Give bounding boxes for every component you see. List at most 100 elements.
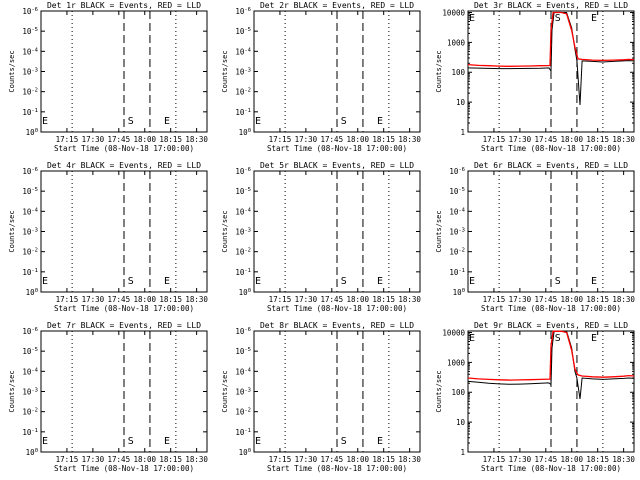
marker-label-e: E: [377, 116, 383, 127]
x-tick-label: 17:30: [295, 455, 318, 464]
marker-label-s: S: [341, 276, 347, 287]
x-tick-label: 17:15: [483, 455, 506, 464]
y-tick-label: 10-3: [22, 68, 38, 77]
x-axis-label: Start Time (08-Nov-18 17:00:00): [54, 304, 194, 313]
panel-8: Det 8r BLACK = Events, RED = LLD 100 10-1 1…: [221, 321, 421, 473]
marker-label-s: S: [341, 436, 347, 447]
y-tick-label: 10-5: [22, 347, 38, 356]
marker-label-e: E: [164, 116, 170, 127]
marker-label-s: S: [341, 116, 347, 127]
x-tick-label: 17:15: [56, 455, 79, 464]
y-tick-label: 10-3: [449, 228, 465, 237]
y-tick-label: 1000: [447, 358, 466, 367]
panel-title: Det 8r BLACK = Events, RED = LLD: [260, 321, 414, 330]
x-axis-label: Start Time (08-Nov-18 17:00:00): [481, 304, 621, 313]
y-tick-label: 1: [460, 448, 465, 457]
marker-label-e: E: [42, 436, 48, 447]
y-tick-label: 10-5: [449, 187, 465, 196]
x-tick-label: 17:45: [321, 135, 344, 144]
panel-4: Det 4r BLACK = Events, RED = LLD 100 10-1 1…: [8, 161, 208, 313]
y-tick-label: 10: [456, 98, 466, 107]
y-tick-label: 100: [26, 128, 38, 137]
x-tick-label: 18:00: [560, 455, 583, 464]
y-axis-label: Counts/sec: [435, 50, 443, 92]
x-tick-label: 17:15: [483, 295, 506, 304]
x-tick-label: 17:45: [535, 295, 558, 304]
y-tick-label: 10-6: [22, 167, 38, 176]
x-tick-label: 18:30: [612, 135, 635, 144]
x-tick-label: 17:45: [321, 455, 344, 464]
y-tick-label: 10-6: [235, 7, 251, 16]
y-tick-label: 10-2: [22, 88, 38, 97]
y-axis-label: Counts/sec: [8, 210, 16, 252]
marker-label-e: E: [255, 436, 261, 447]
marker-label-e: E: [255, 276, 261, 287]
y-tick-label: 10-6: [235, 167, 251, 176]
y-tick-label: 10-6: [22, 7, 38, 16]
y-tick-label: 10-4: [235, 47, 251, 56]
x-tick-label: 18:00: [560, 135, 583, 144]
marker-label-s: S: [128, 436, 134, 447]
x-tick-label: 18:15: [586, 295, 609, 304]
y-tick-label: 10-5: [22, 187, 38, 196]
y-tick-label: 10-4: [22, 367, 38, 376]
marker-label-s: S: [555, 333, 561, 344]
y-tick-label: 10-4: [235, 367, 251, 376]
marker-label-e: E: [591, 333, 597, 344]
x-tick-label: 18:00: [560, 295, 583, 304]
x-tick-label: 18:30: [185, 455, 208, 464]
y-tick-label: 10-5: [235, 187, 251, 196]
marker-label-e: E: [42, 116, 48, 127]
x-tick-label: 18:15: [372, 135, 395, 144]
panel-title: Det 6r BLACK = Events, RED = LLD: [474, 161, 628, 170]
y-tick-label: 10-3: [235, 388, 251, 397]
y-tick-label: 100: [239, 128, 251, 137]
x-tick-label: 18:30: [612, 295, 635, 304]
x-tick-label: 17:15: [269, 455, 292, 464]
x-axis-label: Start Time (08-Nov-18 17:00:00): [267, 144, 407, 153]
marker-label-e: E: [469, 333, 475, 344]
marker-label-e: E: [42, 276, 48, 287]
y-tick-label: 10-3: [235, 68, 251, 77]
x-tick-label: 17:45: [108, 135, 131, 144]
x-tick-label: 17:30: [82, 295, 105, 304]
y-tick-label: 10-4: [22, 47, 38, 56]
y-tick-label: 10-2: [449, 248, 465, 257]
y-tick-label: 10-1: [235, 268, 251, 277]
y-tick-label: 100: [239, 448, 251, 457]
y-tick-label: 10-2: [235, 88, 251, 97]
y-tick-label: 100: [26, 448, 38, 457]
y-axis-label: Counts/sec: [221, 370, 229, 412]
marker-label-s: S: [128, 116, 134, 127]
marker-label-e: E: [377, 276, 383, 287]
y-tick-label: 100: [26, 288, 38, 297]
panel-5: Det 5r BLACK = Events, RED = LLD 100 10-1 1…: [221, 161, 421, 313]
panel-title: Det 4r BLACK = Events, RED = LLD: [47, 161, 201, 170]
x-tick-label: 17:30: [82, 455, 105, 464]
panel-6: Det 6r BLACK = Events, RED = LLD 100 10-1 1…: [435, 161, 635, 313]
y-axis-label: Counts/sec: [8, 50, 16, 92]
x-tick-label: 17:45: [535, 135, 558, 144]
marker-label-e: E: [255, 116, 261, 127]
y-tick-label: 10-2: [22, 408, 38, 417]
x-tick-label: 17:30: [82, 135, 105, 144]
marker-label-e: E: [377, 436, 383, 447]
x-tick-label: 17:15: [483, 135, 506, 144]
panel-2: Det 2r BLACK = Events, RED = LLD 100 10-1 1…: [221, 1, 421, 153]
x-tick-label: 18:30: [398, 295, 421, 304]
y-tick-label: 10-1: [22, 108, 38, 117]
y-axis-label: Counts/sec: [221, 50, 229, 92]
x-tick-label: 18:15: [159, 455, 182, 464]
marker-label-e: E: [164, 436, 170, 447]
x-tick-label: 17:30: [509, 135, 532, 144]
x-tick-label: 17:15: [269, 135, 292, 144]
panel-3: Det 3r BLACK = Events, RED = LLD 1 10 100 10…: [435, 1, 635, 153]
y-tick-label: 10-1: [235, 428, 251, 437]
y-tick-label: 10-1: [22, 268, 38, 277]
y-tick-label: 10-6: [235, 327, 251, 336]
panel-9: Det 9r BLACK = Events, RED = LLD 1 10 100 10…: [435, 321, 635, 473]
y-tick-label: 10-3: [22, 228, 38, 237]
panel-title: Det 9r BLACK = Events, RED = LLD: [474, 321, 628, 330]
x-tick-label: 18:00: [133, 135, 156, 144]
y-tick-label: 100: [239, 288, 251, 297]
